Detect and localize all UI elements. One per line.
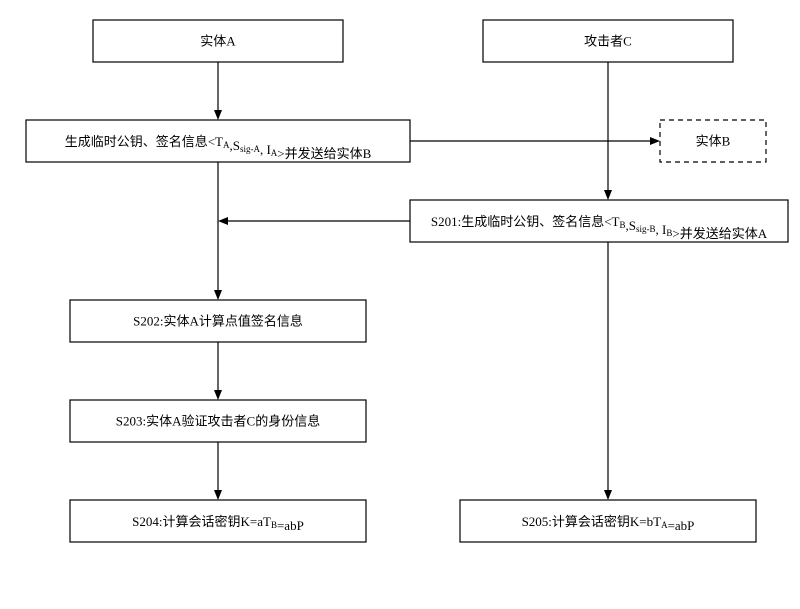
label: S203:实体A验证攻击者C的身份信息	[116, 414, 320, 429]
arrowhead	[214, 110, 222, 120]
label: S202:实体A计算点值签名信息	[133, 314, 303, 329]
arrowhead	[604, 190, 612, 200]
arrowhead	[214, 490, 222, 500]
label: 实体B	[696, 134, 731, 149]
arrowhead	[604, 490, 612, 500]
label: 攻击者C	[584, 34, 632, 49]
arrowhead	[214, 290, 222, 300]
arrowhead	[650, 137, 660, 145]
arrowhead	[218, 217, 228, 225]
arrowhead	[214, 390, 222, 400]
label: 实体A	[200, 34, 236, 49]
